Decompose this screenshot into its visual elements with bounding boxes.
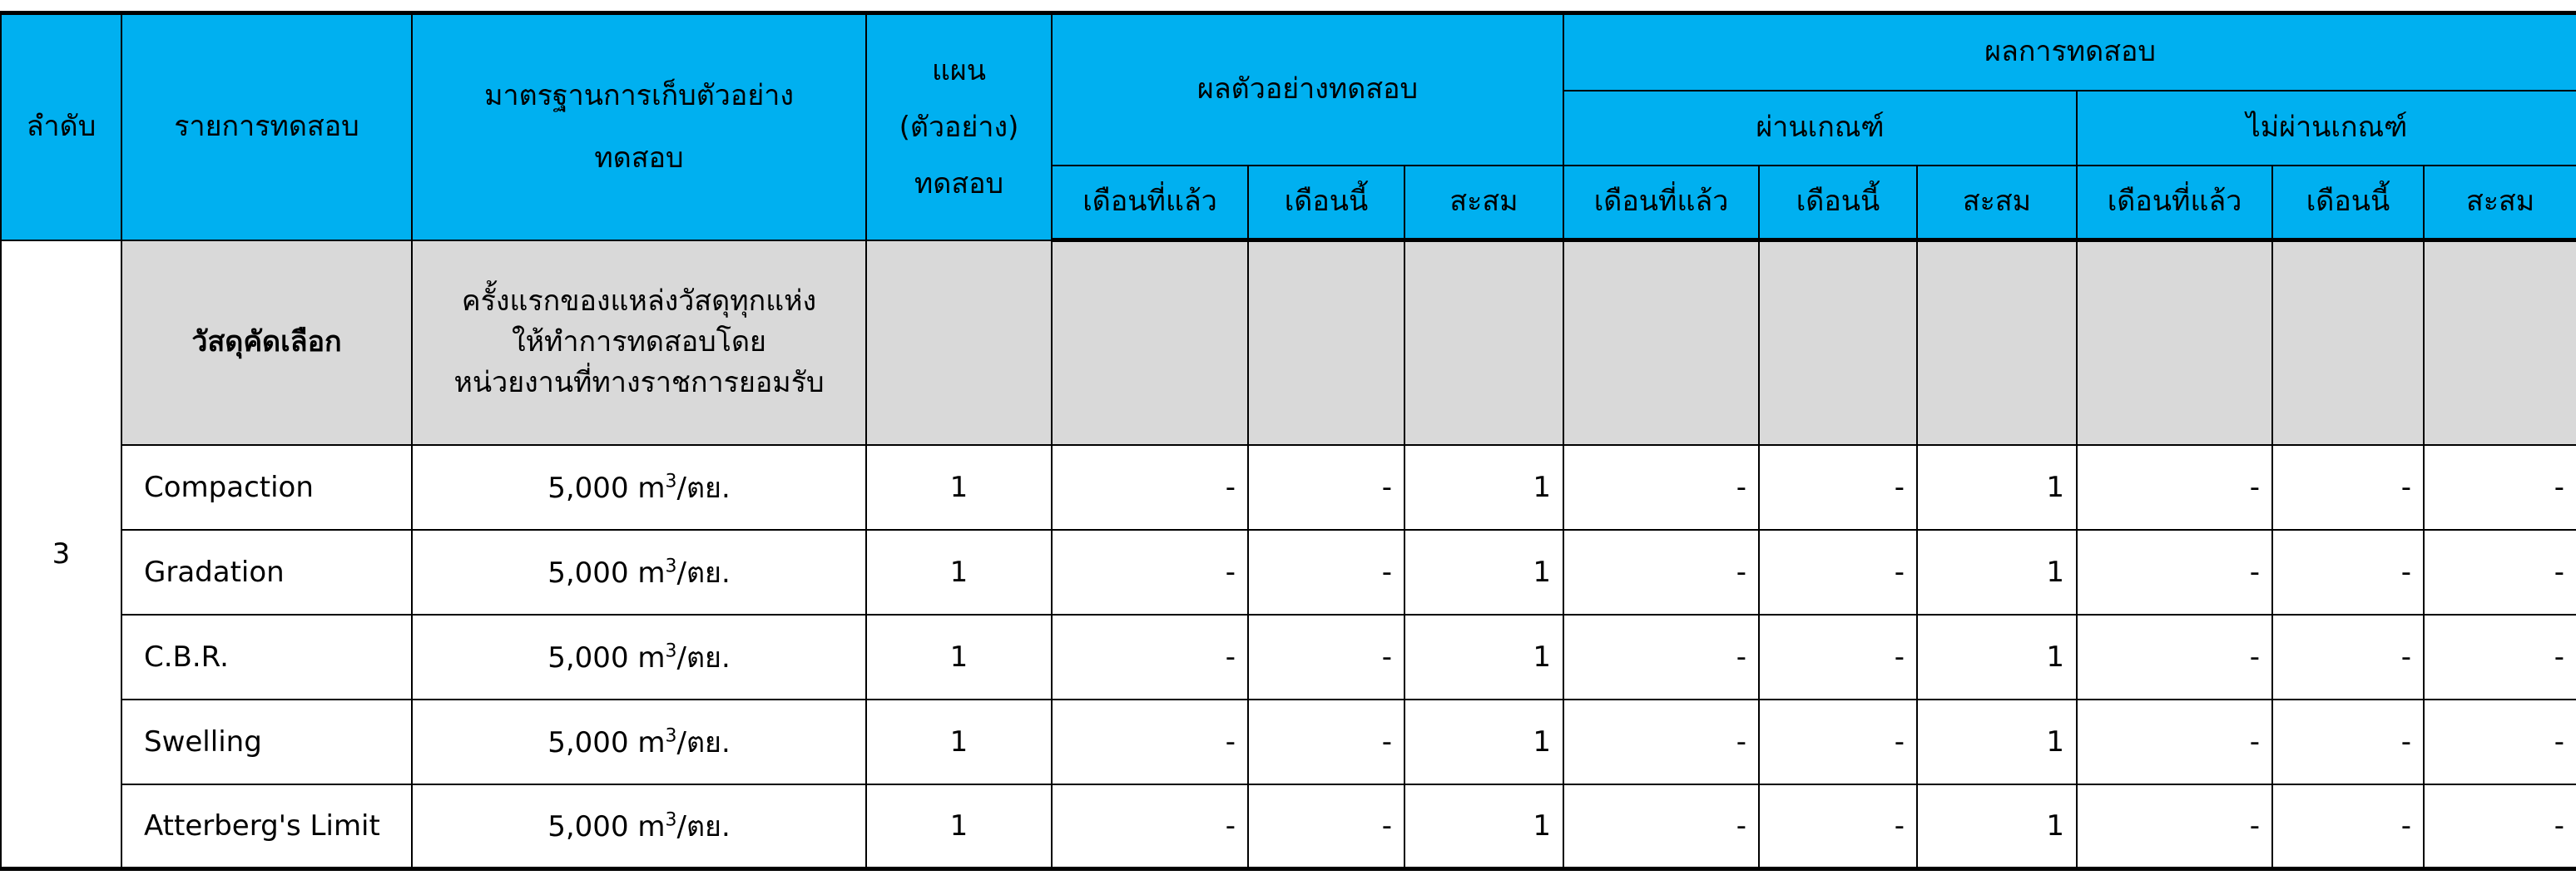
sample-cum: 1	[1404, 698, 1564, 785]
table-header: ลำดับ รายการทดสอบ มาตรฐานการเก็บตัวอย่าง…	[0, 11, 2576, 242]
header-sample-results: ผลตัวอย่างทดสอบ	[1051, 11, 1564, 166]
header-pass-this: เดือนนี้	[1758, 164, 1918, 242]
pass-cum: 1	[1916, 528, 2078, 616]
fail-prev: -	[2076, 528, 2273, 616]
test-name: C.B.R.	[121, 613, 413, 700]
header-pass: ผ่านเกณฑ์	[1563, 89, 2078, 166]
sample-this: -	[1247, 443, 1405, 531]
seq-cell: 3	[0, 239, 122, 871]
table-row: C.B.R. 5,000 m3/ตย. 1--1--1---	[1, 613, 2576, 700]
fail-cum: -	[2422, 698, 2576, 785]
sample-cum: 1	[1404, 783, 1564, 871]
test-name: Gradation	[121, 528, 413, 616]
header-fail-cum: สะสม	[2422, 164, 2576, 242]
header-fail-this: เดือนนี้	[2271, 164, 2425, 242]
sample-prev: -	[1051, 783, 1249, 871]
header-pass-cum: สะสม	[1916, 164, 2078, 242]
sample-prev: -	[1051, 698, 1249, 785]
fail-this: -	[2271, 443, 2425, 531]
fail-cum: -	[2422, 613, 2576, 700]
fail-this: -	[2271, 783, 2425, 871]
plan-count: 1	[865, 443, 1053, 531]
group-row: 3 วัสดุคัดเลือก ครั้งแรกของแหล่งวัสดุทุก…	[0, 239, 2576, 871]
plan-count: 1	[865, 783, 1053, 871]
pass-cum: 1	[1916, 443, 2078, 531]
pass-prev: -	[1563, 443, 1760, 531]
sample-prev: -	[1051, 528, 1249, 616]
header-pass-prev: เดือนที่แล้ว	[1563, 164, 1760, 242]
fail-cum: -	[2422, 443, 2576, 531]
sampling-standard: 5,000 m3/ตย.	[411, 698, 867, 785]
sample-prev: -	[1051, 443, 1249, 531]
fail-this: -	[2271, 698, 2425, 785]
pass-this: -	[1758, 783, 1918, 871]
test-name: Atterberg's Limit	[121, 783, 413, 871]
plan-count: 1	[865, 698, 1053, 785]
sampling-standard: 5,000 m3/ตย.	[411, 528, 867, 616]
pass-cum: 1	[1916, 698, 2078, 785]
sample-this: -	[1247, 528, 1405, 616]
sampling-standard: 5,000 m3/ตย.	[411, 443, 867, 531]
sampling-standard: 5,000 m3/ตย.	[411, 613, 867, 700]
header-sample-this: เดือนนี้	[1247, 164, 1405, 242]
pass-this: -	[1758, 528, 1918, 616]
plan-count: 1	[865, 528, 1053, 616]
group-name: วัสดุคัดเลือก	[121, 239, 413, 446]
sample-this: -	[1247, 698, 1405, 785]
header-seq: ลำดับ	[0, 11, 122, 241]
sample-prev: -	[1051, 613, 1249, 700]
fail-prev: -	[2076, 698, 2273, 785]
table-row: Swelling 5,000 m3/ตย. 1--1--1---	[1, 698, 2576, 785]
pass-this: -	[1758, 443, 1918, 531]
test-name: Swelling	[121, 698, 413, 785]
table-row: Compaction 5,000 m3/ตย. 1--1--1---	[1, 443, 2576, 531]
table-body: 3 วัสดุคัดเลือก ครั้งแรกของแหล่งวัสดุทุก…	[0, 239, 2576, 871]
header-test-results: ผลการทดสอบ	[1562, 11, 2576, 91]
pass-prev: -	[1563, 613, 1760, 700]
header-sample-cum: สะสม	[1404, 164, 1564, 242]
header-plan: แผน (ตัวอย่าง) ทดสอบ	[865, 11, 1053, 241]
table-row: Gradation 5,000 m3/ตย. 1--1--1---	[1, 528, 2576, 616]
fail-prev: -	[2076, 613, 2273, 700]
pass-this: -	[1758, 698, 1918, 785]
sample-this: -	[1247, 613, 1405, 700]
sample-cum: 1	[1404, 528, 1564, 616]
header-item: รายการทดสอบ	[121, 11, 413, 241]
header-sample-prev: เดือนที่แล้ว	[1051, 164, 1249, 242]
group-standard: ครั้งแรกของแหล่งวัสดุทุกแห่ง ให้ทำการทดส…	[411, 239, 867, 446]
sample-this: -	[1247, 783, 1405, 871]
pass-prev: -	[1563, 783, 1760, 871]
fail-this: -	[2271, 613, 2425, 700]
header-standard: มาตรฐานการเก็บตัวอย่างทดสอบ	[411, 11, 867, 241]
pass-cum: 1	[1916, 613, 2078, 700]
test-name: Compaction	[121, 443, 413, 531]
fail-this: -	[2271, 528, 2425, 616]
sampling-standard: 5,000 m3/ตย.	[411, 783, 867, 871]
fail-prev: -	[2076, 443, 2273, 531]
sample-cum: 1	[1404, 613, 1564, 700]
pass-prev: -	[1563, 698, 1760, 785]
table-row: Atterberg's Limit 5,000 m3/ตย. 1--1--1--…	[1, 783, 2576, 871]
pass-cum: 1	[1916, 783, 2078, 871]
header-fail-prev: เดือนที่แล้ว	[2076, 164, 2273, 242]
test-results-table: ลำดับ รายการทดสอบ มาตรฐานการเก็บตัวอย่าง…	[0, 11, 2576, 871]
fail-cum: -	[2422, 528, 2576, 616]
fail-prev: -	[2076, 783, 2273, 871]
fail-cum: -	[2422, 783, 2576, 871]
sample-cum: 1	[1404, 443, 1564, 531]
pass-prev: -	[1563, 528, 1760, 616]
plan-count: 1	[865, 613, 1053, 700]
header-fail: ไม่ผ่านเกณฑ์	[2075, 89, 2576, 166]
pass-this: -	[1758, 613, 1918, 700]
